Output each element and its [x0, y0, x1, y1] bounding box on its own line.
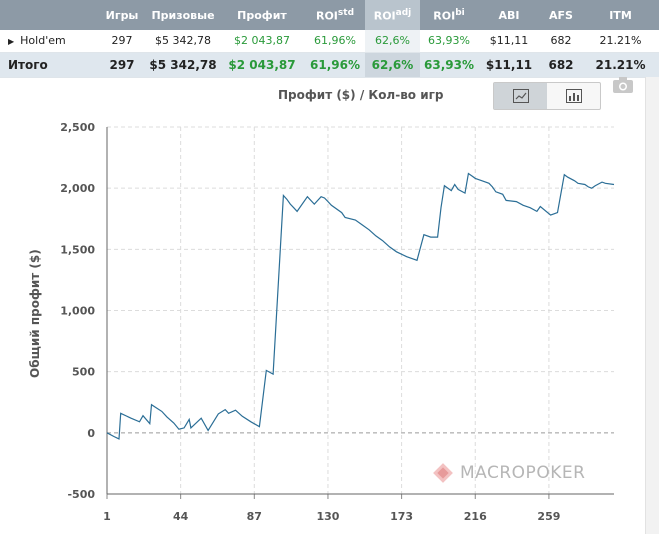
row-roi-adj: 62,6% [365, 30, 420, 53]
header-profit[interactable]: Профит [219, 0, 305, 30]
header-roi-bi-label: ROI [433, 9, 456, 23]
line-chart-icon [512, 89, 529, 103]
total-roi-bi: 63,93% [420, 52, 478, 78]
profit-series-line [106, 172, 615, 440]
total-games: 297 [97, 52, 147, 78]
header-prize[interactable]: Призовые [147, 0, 219, 30]
total-roi-std: 61,96% [305, 52, 365, 78]
profit-chart: -500 0 500 1,000 1,500 2,000 2,500 1 44 87 130 173 2… [60, 121, 615, 523]
x-tick-label: 216 [464, 510, 487, 523]
y-tick-label: 500 [72, 366, 95, 379]
x-tick-label: 259 [537, 510, 560, 523]
bar-chart-button[interactable] [547, 83, 600, 109]
x-tick-label: 1 [103, 510, 111, 523]
total-prize: $5 342,78 [147, 52, 219, 78]
table-header-row: Игры Призовые Профит ROIstd ROIadj ROIbi… [0, 0, 659, 30]
expand-triangle-icon[interactable]: ▶ [8, 37, 15, 47]
total-abi: $11,11 [478, 52, 540, 78]
table-row[interactable]: ▶ Hold'em 297 $5 342,78 $2 043,87 61,96% … [0, 30, 659, 53]
header-roi-std-label: ROI [315, 9, 338, 23]
total-profit: $2 043,87 [219, 52, 305, 78]
row-roi-std: 61,96% [305, 30, 365, 53]
total-afs: 682 [540, 52, 582, 78]
x-tick-label: 87 [247, 510, 262, 523]
header-itm[interactable]: ITM [582, 0, 659, 30]
y-tick-label: 2,500 [60, 121, 95, 134]
header-roi-bi-sup: bi [455, 7, 465, 18]
scrollbar[interactable] [645, 77, 659, 534]
header-games[interactable]: Игры [97, 0, 147, 30]
macropoker-logo-icon [433, 463, 453, 483]
y-tick-label: 0 [87, 427, 95, 440]
header-abi[interactable]: ABI [478, 0, 540, 30]
y-tick-label: 2,000 [60, 182, 95, 195]
y-tick-label: 1,000 [60, 305, 95, 318]
x-tick-label: 130 [316, 510, 339, 523]
watermark: MACROPOKER [430, 460, 585, 486]
header-afs[interactable]: AFS [540, 0, 582, 30]
table-total-row: Итого 297 $5 342,78 $2 043,87 61,96% 62,… [0, 52, 659, 78]
row-name-cell[interactable]: ▶ Hold'em [0, 30, 97, 53]
header-roi-std-sup: std [337, 7, 355, 18]
header-roi-bi[interactable]: ROIbi [420, 0, 478, 30]
header-roi-adj-label: ROI [373, 9, 396, 23]
header-roi-adj-sup: adj [395, 7, 412, 18]
bar-chart-icon [565, 89, 582, 103]
row-name: Hold'em [20, 34, 66, 48]
chart-type-toggle[interactable] [493, 82, 601, 110]
row-afs: 682 [540, 30, 582, 53]
row-roi-bi: 63,93% [420, 30, 478, 53]
total-name: Итого [0, 52, 97, 78]
header-name [0, 0, 97, 30]
header-roi-adj[interactable]: ROIadj [365, 0, 420, 30]
x-tick-label: 44 [173, 510, 189, 523]
chart-title: Профит ($) / Кол-во игр [278, 88, 444, 102]
row-profit: $2 043,87 [219, 30, 305, 53]
row-prize: $5 342,78 [147, 30, 219, 53]
camera-button[interactable] [611, 75, 635, 95]
row-itm: 21.21% [582, 30, 659, 53]
row-games: 297 [97, 30, 147, 53]
y-tick-label: 1,500 [60, 243, 95, 256]
header-roi-std[interactable]: ROIstd [305, 0, 365, 30]
camera-icon [613, 77, 633, 93]
x-tick-label: 173 [390, 510, 413, 523]
y-tick-label: -500 [67, 488, 95, 501]
line-chart-button[interactable] [494, 83, 547, 109]
total-roi-adj: 62,6% [365, 52, 420, 78]
total-itm: 21.21% [582, 52, 659, 78]
row-abi: $11,11 [478, 30, 540, 53]
stats-table: Игры Призовые Профит ROIstd ROIadj ROIbi… [0, 0, 659, 78]
watermark-text: MACROPOKER [460, 463, 586, 483]
